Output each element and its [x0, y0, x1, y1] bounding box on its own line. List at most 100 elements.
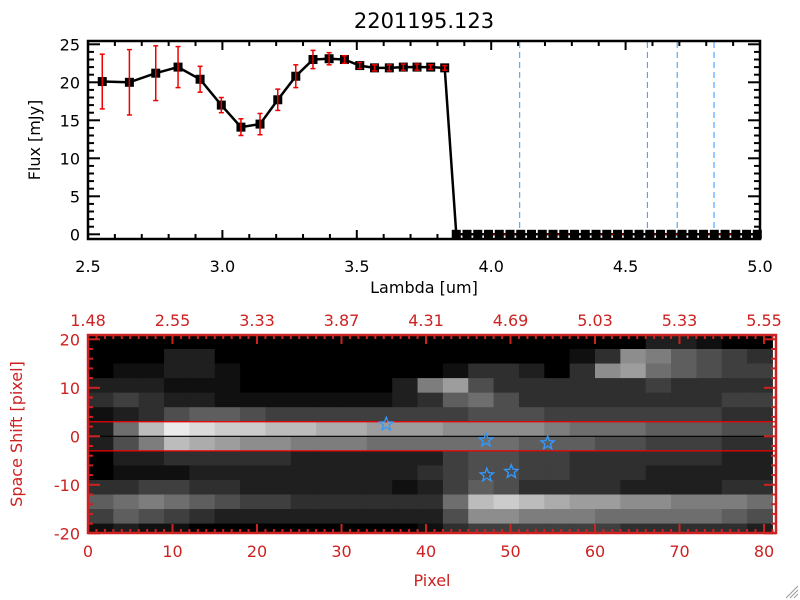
image-y-axis-label: Space Shift [pixel] — [7, 361, 26, 507]
image-cell — [671, 421, 697, 437]
y-axis-label: Flux [mJy] — [25, 100, 44, 181]
data-point — [752, 229, 762, 239]
image-cell — [468, 407, 495, 423]
image-cell — [341, 494, 368, 510]
image-cell — [747, 392, 773, 408]
image-cell — [290, 450, 317, 466]
star-marker — [477, 431, 495, 448]
top-x-tick-label: 5.03 — [577, 311, 613, 330]
chart-title: 2201195.123 — [354, 9, 494, 33]
image-cell — [341, 436, 368, 452]
image-cell — [620, 363, 647, 379]
image-cell — [214, 465, 241, 481]
image-cell — [189, 349, 216, 365]
image-cell — [442, 421, 469, 437]
image-cell — [138, 465, 165, 481]
image-cell — [417, 349, 444, 365]
image-cell — [341, 407, 368, 423]
image-cell — [214, 494, 241, 510]
image-cell — [620, 421, 647, 437]
image-cell — [696, 363, 723, 379]
image-cell — [468, 349, 495, 365]
image-cell — [442, 335, 469, 350]
image-cell — [645, 349, 672, 365]
image-cell — [392, 494, 419, 510]
top-x-tick-label: 5.55 — [746, 311, 782, 330]
image-cell — [113, 450, 140, 466]
image-cell — [595, 509, 621, 525]
image-cell — [240, 349, 266, 365]
image-cell — [645, 378, 672, 394]
x-tick-label: 2.5 — [75, 257, 100, 276]
image-cell — [88, 363, 114, 379]
image-cell — [696, 436, 723, 452]
data-point — [537, 229, 547, 239]
image-cell — [290, 378, 317, 394]
image-cell — [316, 509, 342, 525]
image-cell — [88, 494, 114, 510]
x-tick-label: 3.5 — [344, 257, 369, 276]
image-cell — [214, 349, 241, 365]
image-cell — [189, 479, 216, 495]
image-cell — [138, 436, 165, 452]
image-cell — [138, 378, 165, 394]
image-cell — [671, 465, 697, 481]
image-cell — [569, 335, 596, 350]
image-cell — [265, 436, 292, 452]
star-marker — [502, 462, 520, 479]
image-cell — [392, 450, 419, 466]
extraction-lines — [88, 421, 776, 452]
image-cell — [645, 436, 672, 452]
image-cell — [645, 421, 672, 437]
image-cell — [595, 349, 621, 365]
wavelength-markers — [519, 42, 715, 238]
image-cell — [747, 407, 773, 423]
image-cell — [417, 450, 444, 466]
image-cell — [620, 509, 647, 525]
image-cell — [189, 450, 216, 466]
image-cell — [366, 378, 393, 394]
data-point — [623, 229, 633, 239]
image-cell — [366, 436, 393, 452]
x-tick-label: 40 — [416, 542, 436, 561]
image-cell — [569, 349, 596, 365]
image-cell — [88, 450, 114, 466]
image-cell — [290, 436, 317, 452]
image-cell — [214, 378, 241, 394]
image-cell — [189, 436, 216, 452]
x-tick-label: 70 — [669, 542, 689, 561]
image-cell — [189, 335, 216, 350]
image-cell — [290, 479, 317, 495]
image-cell — [113, 479, 140, 495]
image-cell — [721, 335, 748, 350]
image-cell — [696, 392, 723, 408]
image-cell — [493, 407, 520, 423]
image-cell — [392, 465, 419, 481]
image-cell — [645, 363, 672, 379]
image-cell — [240, 494, 266, 510]
image-cell — [392, 509, 419, 525]
image-cell — [366, 509, 393, 525]
image-cell — [265, 465, 292, 481]
image-cell — [164, 378, 190, 394]
image-cell — [214, 392, 241, 408]
image-cell — [645, 494, 672, 510]
image-cell — [417, 479, 444, 495]
image-cell — [290, 509, 317, 525]
data-point — [591, 229, 601, 239]
data-point — [699, 229, 709, 239]
image-cell — [747, 349, 773, 365]
image-cell — [138, 450, 165, 466]
image-cell — [164, 421, 190, 437]
image-cell — [366, 523, 393, 533]
image-cell — [747, 378, 773, 394]
image-cell — [316, 479, 342, 495]
image-cell — [696, 494, 723, 510]
image-cell — [113, 436, 140, 452]
image-cell — [392, 378, 419, 394]
image-cell — [468, 523, 495, 533]
image-cell — [620, 436, 647, 452]
y-tick-label: -10 — [54, 476, 80, 495]
image-cell — [468, 392, 495, 408]
resize-grip[interactable] — [785, 585, 799, 599]
